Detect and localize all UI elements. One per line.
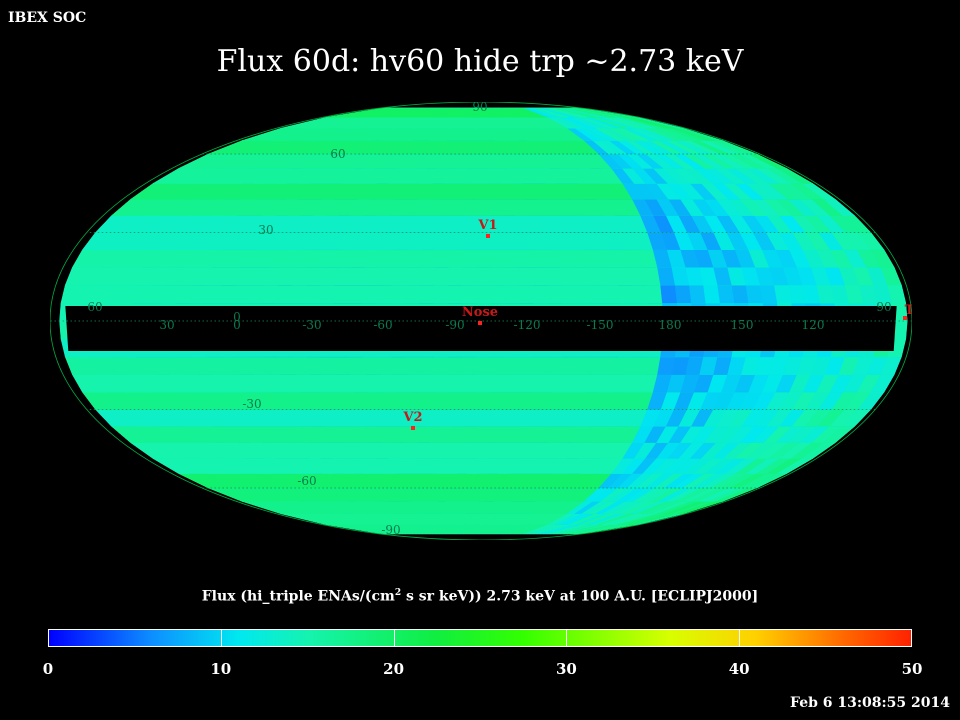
marker-label: Tail: [905, 303, 912, 318]
sky-map: 90 60 30 0 -30 -60 -90 60 30 0 -30 -60 -90 -120 -150 18…: [50, 102, 912, 540]
latitude-label: 90: [472, 102, 487, 114]
flux-cells: [59, 107, 908, 535]
flux-cell: [745, 284, 763, 304]
marker-label: V1: [477, 218, 497, 233]
graticule: [50, 153, 912, 489]
longitude-label: -150: [587, 318, 614, 332]
marker-dot: [478, 321, 482, 325]
colorbar-divider: [221, 630, 223, 646]
data-gap: [65, 305, 897, 351]
marker-dot: [903, 316, 907, 320]
longitude-label: 180: [659, 318, 682, 332]
marker-dot: [486, 234, 490, 238]
colorbar-tick-label: 0: [42, 660, 54, 678]
latitude-label: 0: [233, 310, 241, 324]
colorbar-divider: [566, 630, 568, 646]
colorbar-divider: [393, 630, 395, 646]
longitude-label: 150: [731, 318, 754, 332]
marker-label: V2: [402, 410, 422, 425]
corner-label: IBEX SOC: [8, 10, 87, 26]
longitude-label: 120: [802, 318, 825, 332]
latitude-label: -90: [381, 523, 400, 537]
longitude-label: 90: [876, 300, 891, 314]
longitude-label: -60: [373, 318, 392, 332]
longitude-label: 30: [159, 318, 174, 332]
longitude-label: 0: [233, 318, 241, 332]
grid-labels: 90 60 30 0 -30 -60 -90 60 30 0 -30 -60 -90 -120 -150 18…: [87, 102, 891, 537]
page-title: Flux 60d: hv60 hide trp ~2.73 keV: [216, 44, 744, 79]
flux-cell: [702, 284, 720, 304]
longitude-label: -120: [514, 318, 541, 332]
colorbar-tick-label: 10: [210, 660, 232, 678]
latitude-label: 30: [258, 223, 273, 237]
colorbar: [48, 629, 912, 647]
colorbar-title: Flux (hi_triple ENAs/(cm2 s sr keV)) 2.7…: [201, 588, 759, 605]
flux-cell: [731, 284, 749, 304]
marker-label: Nose: [462, 305, 498, 320]
mollweide-map: 90 60 30 0 -30 -60 -90 60 30 0 -30 -60 -90 -120 -150 18…: [50, 102, 912, 540]
colorbar-tick-label: 50: [901, 660, 923, 678]
latitude-label: -60: [297, 474, 316, 488]
colorbar-tick-label: 40: [728, 660, 750, 678]
flux-cell: [688, 284, 706, 304]
longitude-label: 60: [87, 300, 102, 314]
latitude-label: -30: [242, 397, 261, 411]
flux-cell: [674, 284, 692, 304]
colorbar-tick-label: 20: [383, 660, 405, 678]
timestamp: Feb 6 13:08:55 2014: [790, 695, 950, 711]
longitude-label: -30: [302, 318, 321, 332]
latitude-label: 60: [330, 147, 345, 161]
marker-dot: [411, 426, 415, 430]
markers: V1 Nose V2 Tail: [402, 218, 912, 430]
longitude-label: -90: [445, 318, 464, 332]
flux-cell: [660, 284, 677, 304]
colorbar-divider: [738, 630, 740, 646]
colorbar-tick-label: 30: [555, 660, 577, 678]
flux-cell: [716, 284, 735, 304]
